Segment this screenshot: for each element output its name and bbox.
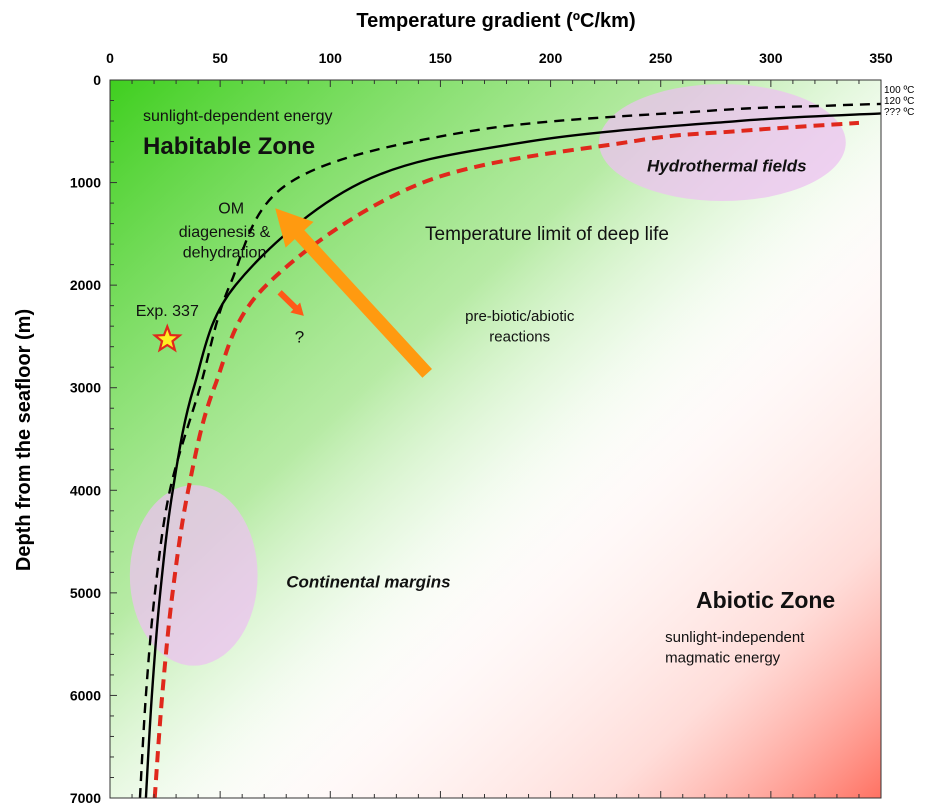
y-tick-label: 1000: [70, 175, 101, 191]
annotation-pre-biotic-abiotic: pre-biotic/abiotic: [465, 308, 575, 325]
annotation-dehydration: dehydration: [183, 244, 267, 261]
plot-area: [109, 79, 882, 799]
continental-margins-ellipse: [129, 485, 258, 666]
annotation-: ?: [295, 328, 304, 347]
series-line-unknown-c: [152, 120, 860, 798]
curve-label-120c: 120 ºC: [884, 96, 914, 107]
x-tick-label: 50: [212, 50, 228, 66]
curve-label-100c: 100 ºC: [884, 85, 914, 96]
y-tick-label: 7000: [70, 790, 101, 804]
curve-label-unknown-c: ??? ºC: [884, 107, 914, 118]
annotation-temperature-limit-of-deep-life: Temperature limit of deep life: [425, 224, 669, 245]
y-tick-label: 4000: [70, 482, 101, 498]
large-orange-arrow: [275, 208, 432, 378]
annotation-habitable-zone: Habitable Zone: [143, 133, 315, 160]
y-tick-label: 5000: [70, 585, 101, 601]
y-tick-label: 2000: [70, 277, 101, 293]
x-axis-title: Temperature gradient (ºC/km): [356, 10, 635, 32]
x-tick-label: 300: [759, 50, 783, 66]
annotation-exp-337: Exp. 337: [136, 303, 199, 320]
annotation-diagenesis: diagenesis &: [179, 224, 271, 241]
y-tick-label: 0: [93, 72, 101, 88]
series-line-100c: [138, 102, 881, 798]
exp-337-star-marker: [151, 323, 183, 353]
x-tick-label: 0: [106, 50, 114, 66]
annotation-om: OM: [218, 200, 244, 217]
small-orange-arrow: [277, 290, 304, 316]
annotation-sunlight-independent: sunlight-independent: [665, 629, 805, 646]
annotation-abiotic-zone: Abiotic Zone: [696, 587, 835, 613]
x-tick-label: 250: [649, 50, 673, 66]
series-line-120c: [144, 112, 881, 798]
x-tick-label: 350: [869, 50, 893, 66]
annotation-magmatic-energy: magmatic energy: [665, 650, 781, 667]
annotation-hydrothermal-fields: Hydrothermal fields: [647, 156, 807, 175]
x-tick-label: 200: [539, 50, 563, 66]
plot-frame: [109, 79, 882, 799]
y-tick-label: 3000: [70, 380, 101, 396]
x-tick-label: 100: [319, 50, 343, 66]
y-tick-label: 6000: [70, 687, 101, 703]
annotation-reactions: reactions: [489, 329, 550, 346]
annotation-sunlight-dependent-energy: sunlight-dependent energy: [143, 108, 332, 125]
annotation-continental-margins: Continental margins: [286, 573, 450, 592]
x-tick-label: 150: [429, 50, 453, 66]
abiotic-zone-shading: [110, 80, 881, 798]
y-axis-title: Depth from the seafloor (m): [13, 309, 35, 571]
